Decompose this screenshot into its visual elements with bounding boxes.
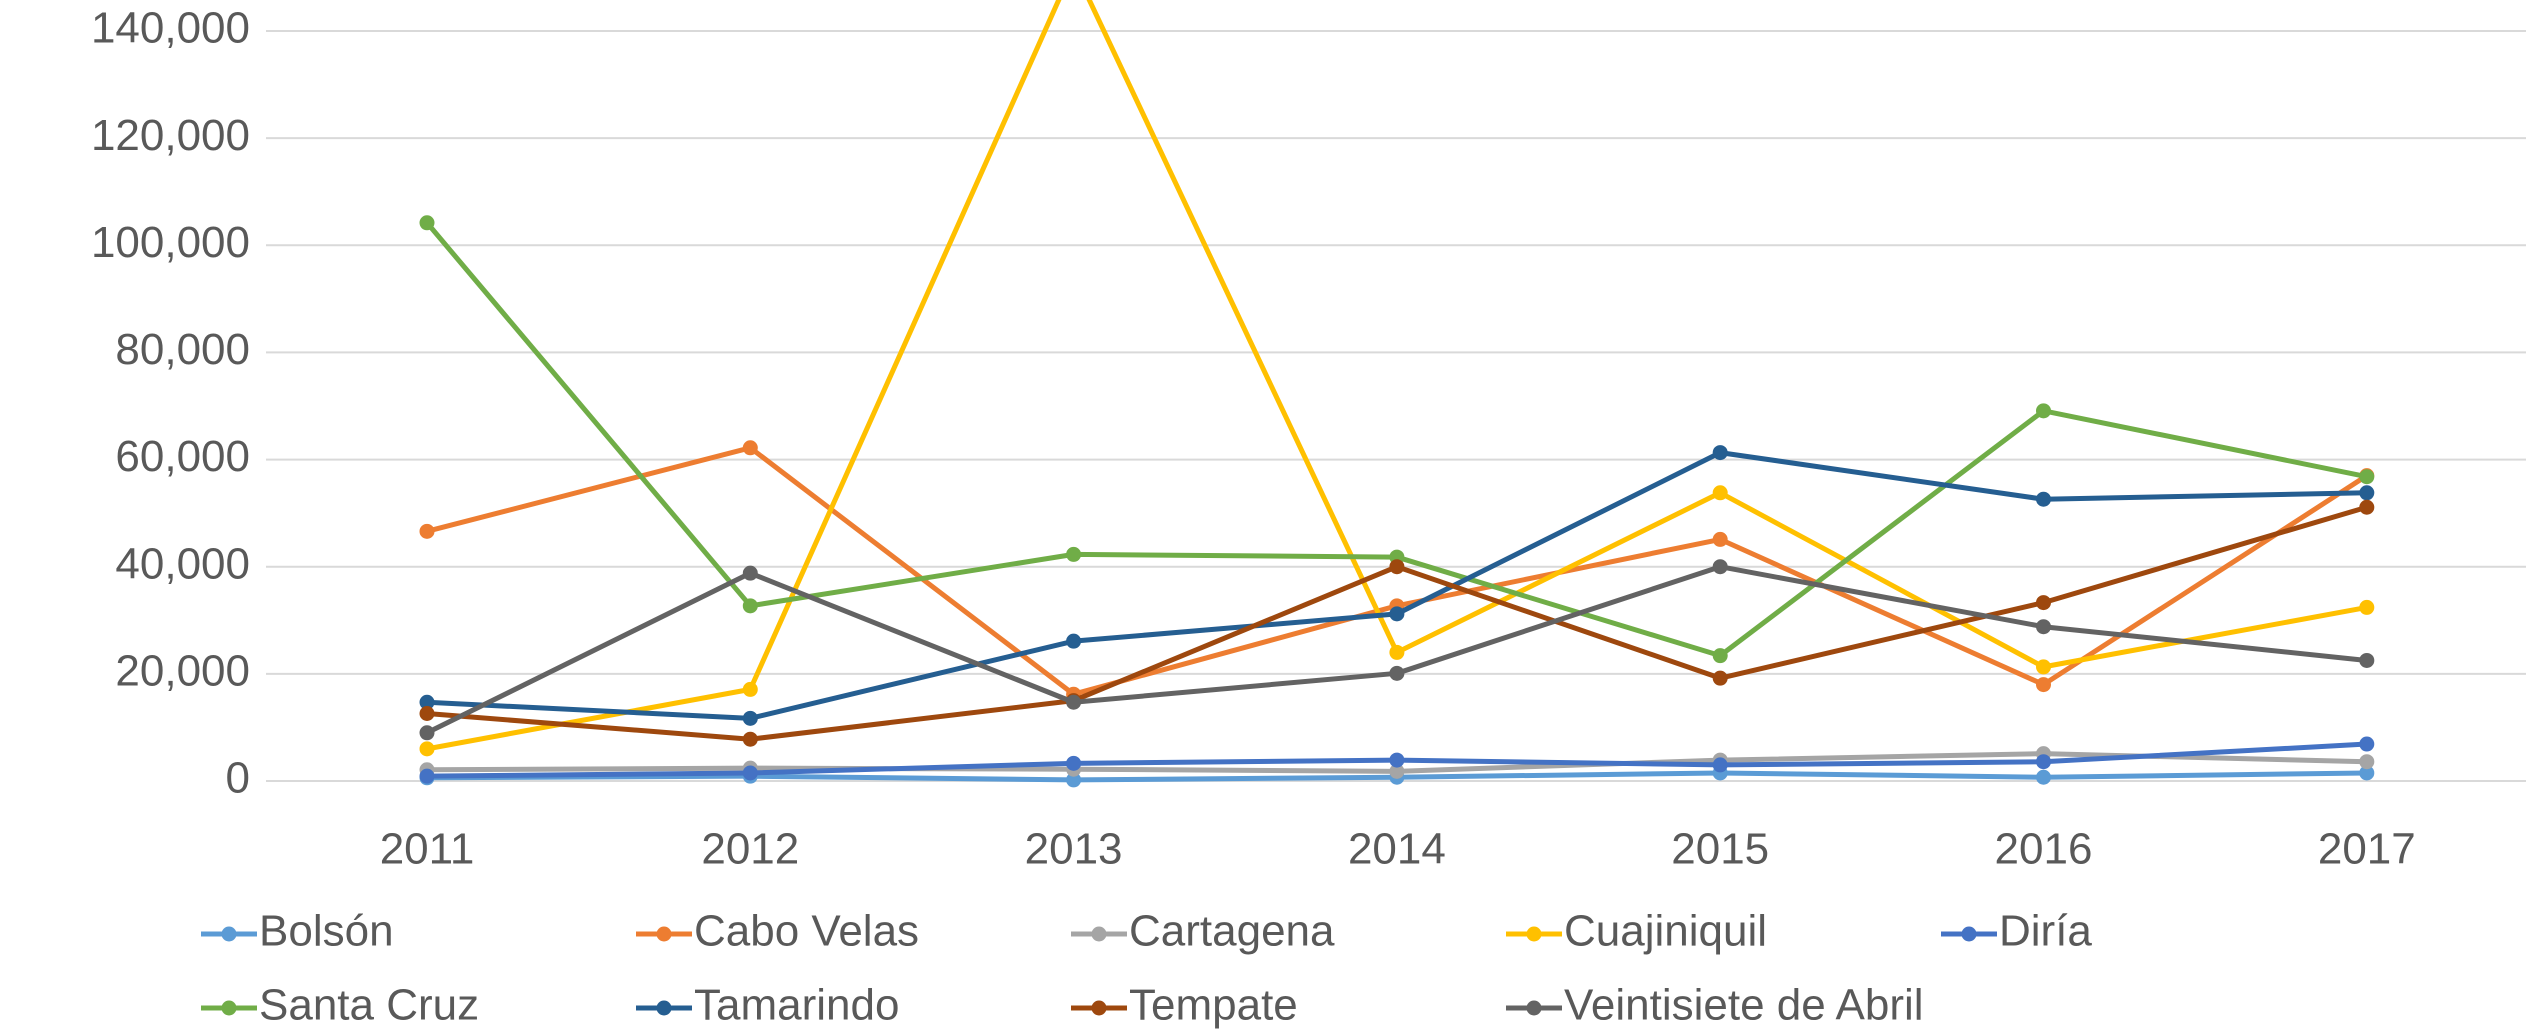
data-point bbox=[2036, 677, 2051, 693]
data-point bbox=[742, 710, 758, 726]
data-point bbox=[2036, 595, 2051, 611]
data-point bbox=[1389, 763, 1405, 779]
data-point bbox=[1712, 559, 1728, 575]
data-point bbox=[1389, 665, 1405, 681]
y-tick-label: 80,000 bbox=[115, 325, 250, 374]
data-point bbox=[1066, 694, 1082, 710]
data-point bbox=[419, 741, 435, 757]
data-point bbox=[2036, 403, 2051, 419]
legend-marker bbox=[1526, 1000, 1542, 1016]
series-line bbox=[426, 504, 2368, 742]
legend-label: Cabo Velas bbox=[694, 907, 919, 956]
data-point bbox=[2359, 599, 2375, 615]
y-tick-label: 120,000 bbox=[91, 111, 250, 160]
x-tick-label: 2012 bbox=[701, 825, 799, 874]
legend-label: Diría bbox=[1999, 907, 2092, 956]
data-point bbox=[742, 765, 758, 781]
data-point bbox=[1066, 633, 1082, 649]
data-point bbox=[2359, 765, 2375, 781]
data-point bbox=[2359, 754, 2375, 770]
data-point bbox=[742, 440, 758, 456]
data-point bbox=[742, 598, 758, 614]
legend-marker bbox=[656, 926, 672, 942]
data-point bbox=[1066, 546, 1082, 562]
data-point bbox=[2036, 619, 2051, 635]
data-point bbox=[2359, 485, 2375, 501]
legend-marker bbox=[1961, 926, 1977, 942]
x-tick-label: 2016 bbox=[1995, 825, 2093, 874]
y-tick-label: 40,000 bbox=[115, 539, 250, 588]
x-tick-label: 2017 bbox=[2318, 825, 2416, 874]
data-point bbox=[1389, 606, 1405, 622]
legend-label: Cuajiniquil bbox=[1564, 907, 1767, 956]
data-point bbox=[2036, 491, 2051, 507]
x-tick-label: 2011 bbox=[380, 825, 475, 874]
data-point bbox=[1712, 485, 1728, 501]
data-point bbox=[2036, 769, 2051, 785]
data-point bbox=[2359, 499, 2375, 515]
data-point bbox=[1712, 757, 1728, 773]
legend-marker bbox=[1091, 926, 1107, 942]
legend-label: Tamarindo bbox=[694, 981, 899, 1030]
y-tick-label: 60,000 bbox=[115, 432, 250, 481]
y-tick-label: 0 bbox=[226, 754, 250, 803]
data-point bbox=[1389, 644, 1405, 660]
data-point bbox=[419, 706, 435, 721]
data-point bbox=[419, 215, 435, 231]
y-tick-label: 140,000 bbox=[91, 4, 250, 53]
data-point bbox=[1389, 559, 1405, 575]
legend-marker bbox=[1526, 926, 1542, 942]
data-point bbox=[742, 731, 758, 747]
data-point bbox=[1712, 648, 1728, 664]
data-point bbox=[419, 523, 435, 539]
data-point bbox=[742, 565, 758, 581]
data-point bbox=[1712, 670, 1728, 686]
legend-label: Tempate bbox=[1129, 981, 1298, 1030]
data-point bbox=[419, 725, 435, 741]
data-point bbox=[2359, 736, 2375, 752]
y-tick-label: 20,000 bbox=[115, 646, 250, 695]
y-tick-label: 100,000 bbox=[91, 218, 250, 267]
x-tick-label: 2013 bbox=[1025, 825, 1123, 874]
data-point bbox=[1712, 531, 1728, 547]
legend-marker bbox=[221, 926, 237, 942]
data-point bbox=[419, 768, 435, 784]
legend-marker bbox=[221, 1000, 237, 1016]
series-line bbox=[426, 0, 2368, 752]
x-tick-label: 2015 bbox=[1671, 825, 1769, 874]
data-point bbox=[2036, 754, 2051, 770]
data-point bbox=[742, 681, 758, 697]
legend-marker bbox=[656, 1000, 672, 1016]
legend-marker bbox=[1091, 1000, 1107, 1016]
x-tick-label: 2014 bbox=[1348, 825, 1446, 874]
data-point bbox=[1389, 752, 1405, 768]
legend-label: Cartagena bbox=[1129, 907, 1335, 956]
legend-label: Santa Cruz bbox=[259, 981, 479, 1030]
legend-label: Bolsón bbox=[259, 907, 394, 956]
legend-label: Veintisiete de Abril bbox=[1564, 981, 1924, 1030]
data-point bbox=[1712, 445, 1728, 461]
data-point bbox=[1066, 755, 1082, 771]
data-point bbox=[419, 694, 435, 710]
data-point bbox=[2359, 469, 2375, 485]
data-point bbox=[2036, 659, 2051, 675]
data-point bbox=[2359, 652, 2375, 668]
data-point bbox=[1066, 772, 1082, 788]
